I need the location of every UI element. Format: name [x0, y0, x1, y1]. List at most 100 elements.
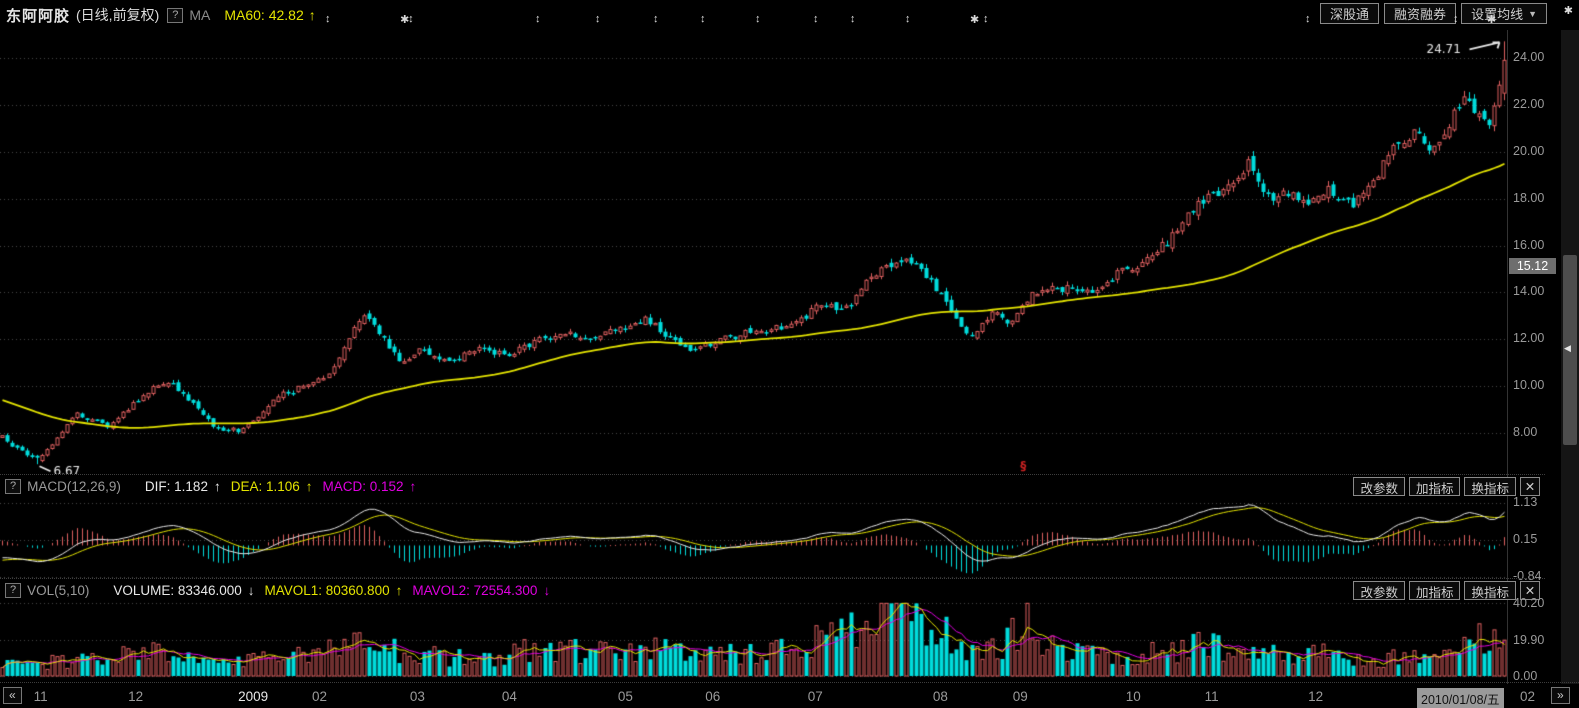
time-label: 09	[1012, 689, 1028, 704]
header-toolbar: 深股通 融资融券 设置均线 ▼	[1320, 3, 1547, 24]
down-arrow-icon: ↓	[247, 583, 255, 598]
info-mine-marker-icon[interactable]: ↕	[982, 13, 989, 25]
time-label: 07	[807, 689, 823, 704]
time-label: 2009	[238, 689, 269, 704]
time-label: 03	[409, 689, 425, 704]
up-arrow-icon: ↑	[213, 479, 221, 494]
time-label: 12	[1308, 689, 1324, 704]
dea-value: DEA: 1.106	[230, 479, 300, 494]
up-arrow-icon: ↑	[305, 479, 313, 494]
scroll-left-button[interactable]: «	[3, 687, 22, 704]
margin-trading-button[interactable]: 融资融券	[1384, 3, 1457, 24]
change-params-button[interactable]: 改参数	[1353, 581, 1405, 600]
help-icon[interactable]: ?	[5, 583, 22, 598]
up-arrow-icon: ↑	[308, 7, 316, 23]
corner-marker-icon: ✱	[1563, 5, 1573, 17]
chevron-down-icon: ▼	[1528, 8, 1537, 19]
time-label: 06	[705, 689, 721, 704]
axis-separator	[1507, 30, 1508, 684]
price-tick-label: 24.00	[1513, 50, 1545, 64]
help-icon[interactable]: ?	[5, 479, 22, 494]
time-label: 02	[311, 689, 327, 704]
info-mine-marker-icon[interactable]: ↕	[904, 13, 911, 25]
info-mine-marker-icon[interactable]: ✱	[400, 14, 410, 26]
time-label: 05	[617, 689, 633, 704]
macd-toolbar: 改参数 加指标 换指标 ✕	[1353, 477, 1540, 496]
up-arrow-icon: ↑	[409, 479, 417, 494]
volume-tick-label: 40.20	[1513, 596, 1545, 610]
info-mine-marker-icon[interactable]: ✱	[970, 14, 980, 26]
time-label: 04	[501, 689, 517, 704]
price-tick-label: 12.00	[1513, 331, 1545, 346]
macd-tick-label: 0.15	[1513, 531, 1538, 546]
close-panel-button[interactable]: ✕	[1520, 477, 1540, 496]
ma-settings-label: 设置均线	[1471, 7, 1524, 22]
ma-settings-button[interactable]: 设置均线 ▼	[1461, 3, 1547, 24]
info-mine-marker-icon[interactable]: ↕	[699, 13, 706, 25]
volume-chart-canvas[interactable]	[0, 602, 1507, 678]
macd-tick-label: 1.13	[1513, 495, 1538, 509]
mavol2-value: MAVOL2: 72554.300	[412, 583, 538, 598]
price-tick-label: 18.00	[1513, 190, 1545, 205]
price-tick-label: 20.00	[1513, 143, 1545, 158]
volume-toolbar: 改参数 加指标 换指标 ✕	[1353, 581, 1540, 600]
volume-tick-label: 19.90	[1513, 632, 1545, 647]
indicator-name[interactable]: MACD(12,26,9)	[27, 479, 121, 494]
switch-indicator-button[interactable]: 换指标	[1464, 477, 1516, 496]
info-mine-marker-icon[interactable]: ↕	[325, 13, 331, 25]
macd-value: MACD: 0.152	[322, 479, 404, 494]
scrollbar-thumb[interactable]: ◀	[1563, 255, 1577, 445]
shenzhen-connect-button[interactable]: 深股通	[1320, 3, 1380, 24]
time-label: 02	[1520, 689, 1536, 704]
volume-tick-label: 0.00	[1513, 669, 1538, 683]
info-mine-marker-icon[interactable]: ↕	[594, 13, 601, 25]
macd-header: ? MACD(12,26,9) DIF: 1.182 ↑ DEA: 1.106 …	[0, 474, 1545, 498]
info-mine-marker-icon[interactable]: ↕	[754, 13, 761, 25]
change-params-button[interactable]: 改参数	[1353, 477, 1405, 496]
info-mine-marker-icon[interactable]: ↕	[1305, 13, 1311, 25]
info-mine-marker-icon[interactable]: ↕	[652, 13, 659, 25]
chart-header: 东阿阿胶 (日线,前复权) ? MA MA60: 42.82 ↑ 深股通 融资融…	[0, 0, 1579, 30]
ma60-value: MA60: 42.82	[224, 7, 304, 23]
macd-chart-canvas[interactable]	[0, 502, 1507, 578]
time-axis-bar: « 11 12 2009 02 03 04 05 06 07 08 09 10 11 12 2010/01…	[0, 682, 1579, 708]
down-arrow-icon: ↓	[543, 583, 551, 598]
info-mine-marker-icon[interactable]: ✱	[1486, 14, 1497, 26]
chart-mode-label: (日线,前复权)	[76, 7, 160, 23]
current-date-tag: 2010/01/08/五	[1417, 688, 1504, 708]
help-icon[interactable]: ?	[167, 7, 184, 23]
price-tick-label: 22.00	[1513, 96, 1545, 111]
close-panel-button[interactable]: ✕	[1520, 581, 1540, 600]
mavol1-value: MAVOL1: 80360.800	[264, 583, 390, 598]
price-chart-canvas[interactable]	[0, 30, 1507, 474]
info-mine-marker-icon[interactable]: ↕	[849, 13, 856, 25]
collapse-arrow-icon[interactable]: ◀	[1564, 343, 1571, 353]
info-mine-marker-icon[interactable]: ↕	[408, 13, 414, 25]
dif-value: DIF: 1.182	[144, 479, 208, 494]
stock-name: 东阿阿胶	[6, 7, 71, 25]
info-mine-marker-icon[interactable]: ↕	[1453, 13, 1459, 25]
price-tick-label: 8.00	[1513, 425, 1538, 440]
macd-tick-label: -0.84	[1513, 569, 1542, 583]
time-label: 08	[932, 689, 948, 704]
info-mine-marker-icon[interactable]: ↕	[534, 13, 541, 25]
ma-toggle[interactable]: MA	[189, 7, 211, 23]
last-price-tag: 15.12	[1509, 258, 1556, 275]
info-mine-marker-icon[interactable]: ↕	[812, 13, 819, 25]
add-indicator-button[interactable]: 加指标	[1408, 477, 1461, 496]
add-indicator-button[interactable]: 加指标	[1408, 581, 1461, 600]
time-label: 11	[33, 689, 48, 704]
scroll-right-button[interactable]: »	[1551, 687, 1570, 704]
volume-header: ? VOL(5,10) VOLUME: 83346.000 ↓ MAVOL1: …	[0, 578, 1545, 602]
price-tick-label: 16.00	[1513, 237, 1545, 252]
switch-indicator-button[interactable]: 换指标	[1464, 581, 1516, 600]
time-label: 10	[1125, 689, 1141, 704]
indicator-name[interactable]: VOL(5,10)	[27, 583, 90, 598]
price-tick-label: 14.00	[1513, 284, 1545, 299]
time-label: 11	[1204, 689, 1219, 704]
price-tick-label: 10.00	[1513, 378, 1545, 393]
volume-value: VOLUME: 83346.000	[113, 583, 242, 598]
scrollbar[interactable]: ◀	[1561, 30, 1579, 684]
time-label: 12	[128, 689, 144, 704]
